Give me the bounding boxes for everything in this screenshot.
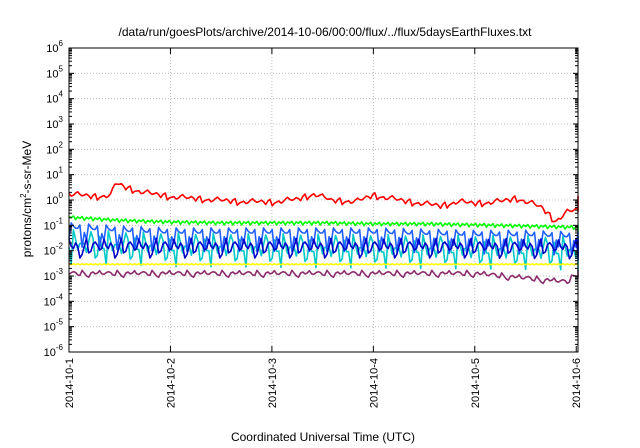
y-tick-exp: 4 (59, 90, 64, 99)
y-tick-exp: 0 (59, 191, 64, 200)
chart-title: /data/run/goesPlots/archive/2014-10-06/0… (119, 25, 533, 39)
y-tick-label: 10-6 (44, 343, 64, 359)
y-tick-base: 10 (44, 271, 56, 283)
y-tick-label: 104 (46, 90, 63, 106)
series-line (68, 269, 579, 285)
y-tick-exp: -1 (56, 216, 64, 225)
y-tick-label: 100 (46, 191, 63, 207)
y-tick-exp: 2 (59, 140, 64, 149)
y-tick-base: 10 (46, 170, 58, 182)
y-tick-base: 10 (44, 322, 56, 334)
y-tick-base: 10 (44, 220, 56, 232)
y-tick-label: 105 (46, 64, 63, 80)
y-tick-label: 10-3 (44, 267, 64, 283)
y-tick-base: 10 (44, 246, 56, 258)
y-tick-base: 10 (46, 144, 58, 156)
y-tick-label: 10-5 (44, 318, 64, 334)
x-tick-label: 2014-10-3 (267, 358, 279, 408)
y-tick-label: 103 (46, 115, 63, 131)
series-line (68, 237, 579, 260)
x-tick-labels: 2014-10-1 2014-10-2 2014-10-3 2014-10-4 2014… (64, 358, 583, 408)
series-line (68, 263, 579, 266)
axis-ticks (68, 47, 578, 353)
y-tick-exp: 5 (59, 64, 64, 73)
y-tick-label: 101 (46, 166, 63, 182)
series-line (68, 215, 579, 232)
x-axis-label: Coordinated Universal Time (UTC) (231, 430, 415, 444)
y-tick-label: 10-1 (44, 216, 64, 232)
grid-lines (69, 48, 578, 352)
y-tick-label: 10-4 (44, 292, 64, 308)
x-tick-label: 2014-10-5 (470, 358, 482, 408)
y-tick-label: 106 (46, 39, 63, 55)
y-tick-exp: -2 (56, 242, 64, 251)
x-tick-label: 2014-10-1 (64, 358, 76, 408)
y-tick-label: 102 (46, 140, 63, 156)
y-axis-label-sup: 2 (19, 193, 28, 198)
y-axis-label: protons/cm2-s-sr-MeV (19, 141, 34, 257)
series-line (68, 182, 579, 223)
series-line (68, 222, 579, 258)
y-tick-exp: -6 (56, 343, 64, 352)
y-tick-base: 10 (46, 195, 58, 207)
x-tick-label: 2014-10-2 (165, 358, 177, 408)
y-tick-base: 10 (46, 43, 58, 55)
y-tick-exp: -3 (56, 267, 64, 276)
y-tick-base: 10 (46, 68, 58, 80)
y-tick-labels: 10-610-510-410-310-210-11001011021031041… (44, 39, 64, 359)
y-tick-base: 10 (44, 347, 56, 359)
series-layer (68, 182, 579, 285)
y-tick-base: 10 (44, 296, 56, 308)
y-axis-label-base: protons/cm (20, 198, 34, 257)
y-tick-exp: 3 (59, 115, 64, 124)
y-tick-base: 10 (46, 94, 58, 106)
y-tick-label: 10-2 (44, 242, 64, 258)
x-tick-label: 2014-10-6 (571, 358, 583, 408)
y-tick-exp: 1 (59, 166, 64, 175)
y-tick-exp: -5 (56, 318, 64, 327)
y-tick-base: 10 (46, 119, 58, 131)
y-tick-exp: 6 (59, 39, 64, 48)
x-tick-label: 2014-10-4 (368, 358, 380, 408)
y-tick-exp: -4 (56, 292, 64, 301)
y-axis-label-rest: -s-sr-MeV (20, 141, 34, 194)
